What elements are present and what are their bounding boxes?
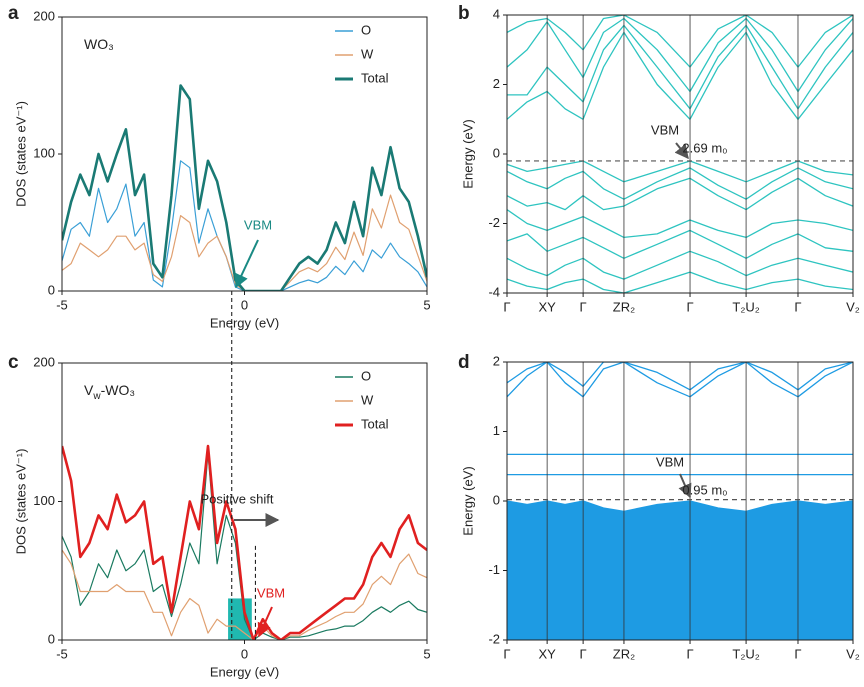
arrow — [678, 473, 692, 499]
annotation: VBM — [651, 122, 679, 137]
plot — [507, 15, 853, 293]
x-tick-label: 0 — [241, 297, 248, 312]
y-tick-label: 0 — [48, 631, 55, 646]
y-tick-label: 100 — [33, 145, 55, 160]
panel-label: a — [8, 3, 19, 24]
x-tick-label: ZR₂ — [613, 299, 635, 314]
x-axis-label: Energy (eV) — [210, 315, 279, 330]
y-tick-label: 0 — [493, 145, 500, 160]
y-axis-label: DOS (states eV⁻¹) — [13, 101, 28, 207]
band-line — [507, 177, 853, 211]
compound-part: V — [84, 382, 94, 398]
band-line — [507, 500, 853, 513]
band-line — [507, 229, 853, 259]
plot — [507, 362, 853, 640]
band-line — [507, 31, 853, 120]
band-line — [507, 250, 853, 280]
y-tick-label: -4 — [488, 284, 500, 299]
y-tick-label: 100 — [33, 493, 55, 508]
x-tick-label: V₂ — [846, 646, 860, 661]
x-tick-label: -5 — [56, 646, 68, 661]
legend-label: Total — [361, 70, 389, 85]
y-axis-label: Energy (eV) — [460, 119, 475, 188]
x-tick-label: Γ — [794, 646, 801, 661]
y-tick-label: -2 — [488, 215, 500, 230]
plot — [62, 444, 427, 640]
panel-label: c — [8, 352, 19, 373]
x-tick-label: Γ — [686, 299, 693, 314]
annotation: VBM — [257, 585, 285, 600]
x-tick-label: Γ — [503, 299, 510, 314]
x-tick-label: Γ — [503, 646, 510, 661]
legend-label: W — [361, 46, 374, 61]
band-line — [507, 24, 853, 110]
x-tick-label: Γ — [580, 299, 587, 314]
arrow — [257, 606, 273, 638]
legend-label: W — [361, 392, 374, 407]
y-tick-label: 200 — [33, 8, 55, 23]
x-tick-label: Γ — [580, 646, 587, 661]
annotation: 2.69 m₀ — [682, 140, 727, 155]
band-line — [507, 362, 853, 391]
y-tick-label: 2 — [493, 353, 500, 368]
plot — [62, 84, 427, 291]
compound-part: WO₃ — [84, 36, 114, 52]
compound-label: Vw-WO₃ — [84, 382, 135, 402]
y-tick-label: 2 — [493, 76, 500, 91]
band-line — [507, 15, 853, 68]
annotation: Positive shift — [201, 491, 274, 506]
dos-line — [62, 452, 427, 640]
y-tick-label: 1 — [493, 423, 500, 438]
y-tick-label: 0 — [493, 492, 500, 507]
x-tick-label: T₂U₂ — [732, 299, 759, 314]
arrow — [674, 142, 689, 160]
panel-label: d — [458, 352, 470, 373]
band-line — [507, 167, 853, 200]
compound-part: w — [92, 391, 101, 402]
y-tick-label: -2 — [488, 631, 500, 646]
legend-label: Total — [361, 416, 389, 431]
x-tick-label: Γ — [686, 646, 693, 661]
dos-line — [62, 194, 427, 291]
dos-line — [62, 84, 427, 291]
legend-label: O — [361, 22, 371, 37]
y-tick-label: 0 — [48, 282, 55, 297]
panel-label: b — [458, 3, 470, 24]
arrow — [235, 239, 259, 289]
dos-line — [62, 549, 427, 640]
dos-line — [62, 160, 427, 291]
y-axis-label: Energy (eV) — [460, 466, 475, 535]
legend-label: O — [361, 368, 371, 383]
annotation: VBM — [656, 454, 684, 469]
annotation: 0.95 m₀ — [682, 482, 727, 497]
x-tick-label: XY — [538, 299, 556, 314]
x-tick-label: XY — [538, 646, 556, 661]
x-tick-label: V₂ — [846, 299, 860, 314]
x-axis-label: Energy (eV) — [210, 664, 279, 679]
compound-label: WO₃ — [84, 36, 114, 52]
x-tick-label: 5 — [423, 297, 430, 312]
band-line — [507, 17, 853, 93]
band-line — [507, 362, 853, 398]
x-tick-label: -5 — [56, 297, 68, 312]
y-tick-label: 200 — [33, 354, 55, 369]
shade — [228, 598, 252, 640]
compound-part: -WO₃ — [101, 382, 135, 398]
x-tick-label: 5 — [423, 646, 430, 661]
band-line — [507, 209, 853, 239]
area — [507, 501, 853, 640]
annotation: VBM — [244, 217, 272, 232]
x-tick-label: T₂U₂ — [732, 646, 759, 661]
y-axis-label: DOS (states eV⁻¹) — [13, 449, 28, 555]
dos-line — [62, 444, 427, 640]
x-tick-label: ZR₂ — [613, 646, 635, 661]
x-tick-label: Γ — [794, 299, 801, 314]
band-line — [507, 160, 853, 183]
y-tick-label: 4 — [493, 6, 500, 21]
x-tick-label: 0 — [241, 646, 248, 661]
y-tick-label: -1 — [488, 562, 500, 577]
band-line — [507, 271, 853, 293]
